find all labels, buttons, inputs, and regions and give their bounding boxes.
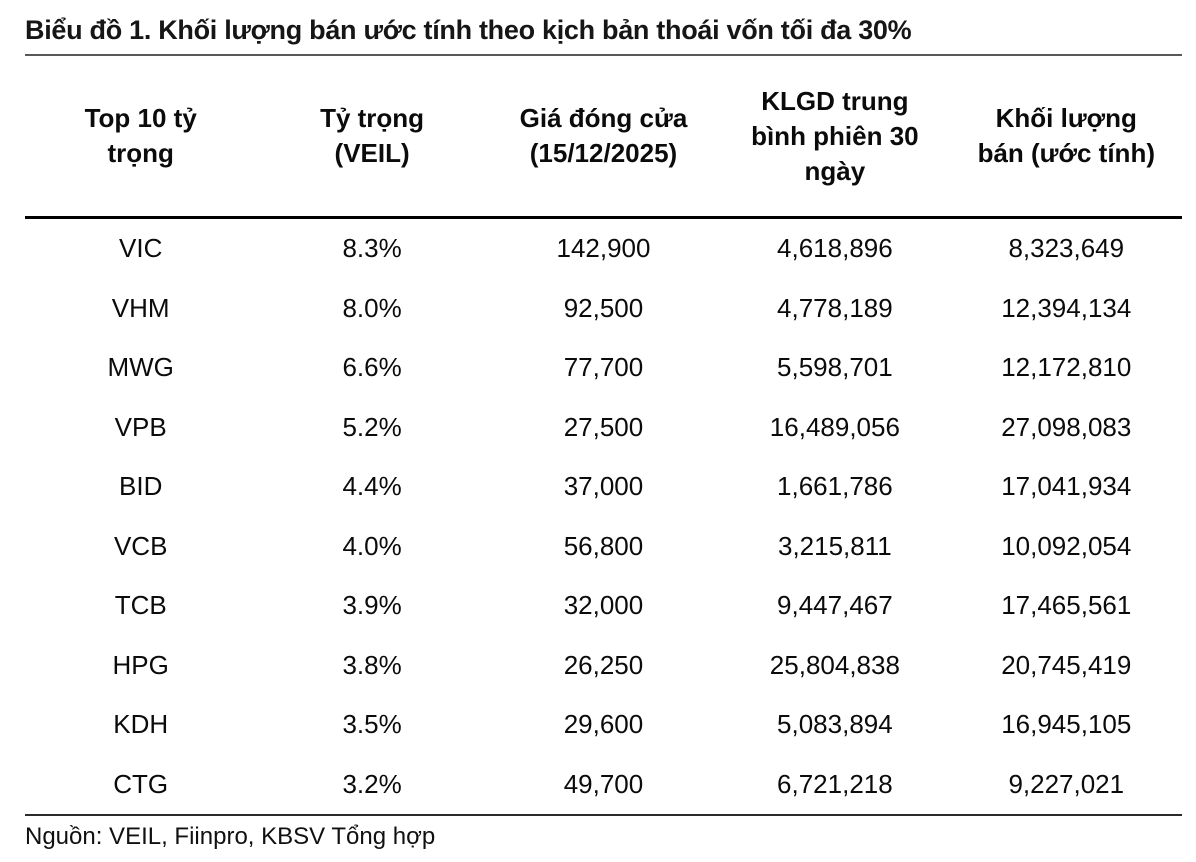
cell-weight: 8.3% (342, 233, 402, 264)
cell-sell-volume: 20,745,419 (1001, 649, 1132, 680)
cell-avg-volume: 6,721,218 (719, 754, 951, 816)
cell-avg-volume: 25,804,838 (769, 649, 900, 680)
cell-sell-volume: 16,945,105 (1001, 709, 1132, 740)
cell-weight: 3.5% (342, 709, 402, 740)
cell-ticker: MWG (107, 352, 174, 383)
cell-sell-volume: 12,394,134 (1001, 292, 1132, 323)
cell-ticker: CTG (25, 754, 257, 816)
cell-close-price: 49,700 (487, 754, 720, 816)
cell-avg-volume: 9,447,467 (777, 590, 893, 621)
cell-sell-volume: 9,227,021 (950, 754, 1182, 816)
table-row: VCB 4.0% 56,800 3,215,811 10,092,054 (25, 517, 1182, 577)
cell-weight: 5.2% (342, 411, 402, 442)
cell-weight: 8.0% (342, 292, 402, 323)
data-table: Top 10 tỷ trọng Tỷ trọng (VEIL) Giá đóng… (25, 56, 1182, 816)
cell-close-price: 56,800 (563, 530, 644, 561)
cell-weight: 4.0% (342, 530, 402, 561)
cell-weight: 3.8% (342, 649, 402, 680)
cell-avg-volume: 1,661,786 (777, 471, 893, 502)
cell-ticker: KDH (113, 709, 169, 740)
cell-sell-volume: 10,092,054 (1001, 530, 1132, 561)
column-header-avg-volume-30d: KLGD trung bình phiên 30 ngày (719, 56, 951, 219)
table-row: HPG 3.8% 26,250 25,804,838 20,745,419 (25, 636, 1182, 696)
table-row: VIC 8.3% 142,900 4,618,896 8,323,649 (25, 218, 1182, 279)
column-header-weight-veil: Tỷ trọng (VEIL) (256, 56, 488, 219)
cell-close-price: 27,500 (563, 411, 644, 442)
cell-ticker: HPG (112, 649, 169, 680)
table-row: MWG 6.6% 77,700 5,598,701 12,172,810 (25, 338, 1182, 398)
cell-weight: 3.2% (256, 754, 488, 816)
figure-title: Biểu đồ 1. Khối lượng bán ước tính theo … (25, 0, 1182, 56)
cell-sell-volume: 17,465,561 (1001, 590, 1132, 621)
cell-ticker: VPB (114, 411, 167, 442)
table-row: KDH 3.5% 29,600 5,083,894 16,945,105 (25, 695, 1182, 755)
cell-ticker: TCB (114, 590, 167, 621)
cell-ticker: BID (119, 471, 163, 502)
header-row: Top 10 tỷ trọng Tỷ trọng (VEIL) Giá đóng… (25, 56, 1182, 219)
table-row: TCB 3.9% 32,000 9,447,467 17,465,561 (25, 576, 1182, 636)
cell-sell-volume: 8,323,649 (1008, 233, 1125, 264)
cell-avg-volume: 5,598,701 (777, 352, 893, 383)
cell-weight: 6.6% (342, 352, 402, 383)
source-note: Nguồn: VEIL, Fiinpro, KBSV Tổng hợp (25, 823, 436, 850)
column-header-est-sell-volume: Khối lượng bán (ước tính) (950, 56, 1182, 219)
cell-close-price: 26,250 (563, 649, 644, 680)
cell-close-price: 37,000 (563, 471, 644, 502)
cell-close-price: 142,900 (556, 233, 651, 264)
cell-close-price: 77,700 (563, 352, 644, 383)
column-header-close-price: Giá đóng cửa (15/12/2025) (487, 56, 720, 219)
table-row: BID 4.4% 37,000 1,661,786 17,041,934 (25, 457, 1182, 517)
column-header-ticker: Top 10 tỷ trọng (25, 56, 257, 219)
cell-avg-volume: 3,215,811 (777, 530, 892, 561)
cell-close-price: 32,000 (563, 590, 644, 621)
cell-sell-volume: 17,041,934 (1001, 471, 1132, 502)
cell-weight: 4.4% (342, 471, 402, 502)
cell-avg-volume: 5,083,894 (777, 709, 893, 740)
cell-sell-volume: 27,098,083 (1001, 411, 1132, 442)
cell-close-price: 29,600 (563, 709, 644, 740)
table-row: CTG 3.2% 49,700 6,721,218 9,227,021 (25, 754, 1182, 816)
cell-sell-volume: 12,172,810 (1001, 352, 1132, 383)
cell-avg-volume: 4,618,896 (777, 233, 893, 264)
cell-ticker: VHM (111, 292, 170, 323)
table-row: VPB 5.2% 27,500 16,489,056 27,098,083 (25, 398, 1182, 458)
cell-avg-volume: 16,489,056 (769, 411, 900, 442)
figure: Biểu đồ 1. Khối lượng bán ước tính theo … (25, 0, 1182, 851)
cell-avg-volume: 4,778,189 (777, 292, 893, 323)
cell-close-price: 92,500 (563, 292, 644, 323)
cell-ticker: VCB (113, 530, 168, 561)
cell-ticker: VIC (119, 233, 163, 264)
cell-weight: 3.9% (342, 590, 402, 621)
table-row: VHM 8.0% 92,500 4,778,189 12,394,134 (25, 279, 1182, 339)
